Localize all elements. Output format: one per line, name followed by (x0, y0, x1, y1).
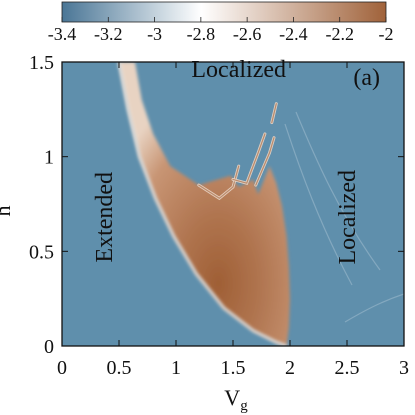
faint-streaks (284, 111, 404, 323)
faint-streak-2 (295, 111, 381, 271)
colorbar-tick-label: -2.2 (325, 24, 354, 44)
colorbar-ticks: -3.4 -3.2 -3 -2.8 -2.6 -2.4 -2.2 -2 (48, 17, 394, 44)
annotation-extended: Extended (92, 172, 118, 263)
x-tick-label: 1.5 (221, 357, 246, 379)
critical-arms (197, 102, 278, 201)
y-tick-label: 1.5 (29, 52, 54, 74)
colorbar: -3.4 -3.2 -3 -2.8 -2.6 -2.4 -2.2 -2 (48, 1, 394, 44)
y-tick-label: 1 (44, 147, 54, 169)
colorbar-tick-label: -2 (379, 24, 394, 44)
faint-streak-3 (344, 293, 404, 323)
critical-region-edge (117, 62, 288, 346)
x-tick-label: 1 (171, 357, 181, 379)
x-tick-label: 2.5 (335, 357, 360, 379)
y-tick-label: 0.5 (29, 241, 54, 263)
x-tick-label: 3 (399, 357, 409, 379)
annotation-localized-right: Localized (335, 170, 361, 265)
annotation-localized-top: Localized (191, 57, 286, 83)
colorbar-tick-label: -2.8 (187, 24, 216, 44)
x-axis-ticks: 0 0.5 1 1.5 2 2.5 3 (57, 62, 409, 379)
colorbar-tick-label: -2.6 (233, 24, 262, 44)
colorbar-tick-label: -3.4 (48, 24, 77, 44)
x-axis-label: Vg (224, 385, 248, 414)
critical-region (119, 62, 290, 346)
y-axis-label: h (0, 206, 15, 217)
plot-area: 0 0.5 1 1.5 2 2.5 3 0 0.5 1 1.5 Localized Extended… (29, 52, 409, 379)
critical-arm-core (255, 137, 275, 186)
critical-arm-core (232, 133, 266, 184)
critical-arm-core (198, 165, 240, 200)
x-axis-label-main: V (224, 385, 240, 410)
panel-label: (a) (353, 65, 380, 91)
colorbar-tick-label: -3.2 (94, 24, 123, 44)
y-tick-label: 0 (44, 336, 54, 358)
critical-arm-core (271, 103, 277, 124)
colorbar-tick-label: -3 (147, 24, 162, 44)
colorbar-tick-label: -2.4 (279, 24, 308, 44)
colorbar-gradient (61, 1, 387, 23)
annotations: Localized Extended Localized (92, 57, 361, 264)
x-axis-label-subscript: g (240, 398, 248, 414)
x-tick-label: 0 (57, 357, 67, 379)
faint-streak-1 (284, 123, 353, 286)
x-tick-label: 2 (285, 357, 295, 379)
x-tick-label: 0.5 (107, 357, 132, 379)
y-axis-ticks: 0 0.5 1 1.5 (29, 52, 404, 358)
